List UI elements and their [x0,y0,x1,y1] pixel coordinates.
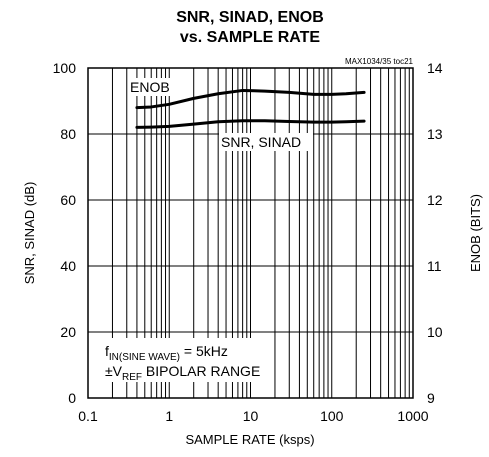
y-tick-label: 40 [60,258,76,274]
y2-axis-label: ENOB (BITS) [468,194,483,272]
tick-labels: 0.1 1 10 100 1000 0 20 40 60 80 100 9 10 11 12 13 14 [53,60,443,424]
series-layer [135,88,366,129]
series-line-snr-sinad [135,119,366,129]
x-tick-label: 10 [243,408,259,424]
series-label-snr-sinad: SNR, SINAD [221,134,301,150]
y2-tick-label: 11 [427,258,442,274]
annotation-line2: ±VREF BIPOLAR RANGE [105,363,260,383]
series-labels: ENOB SNR, SINAD [128,78,313,151]
annotation-line2-rest: BIPOLAR RANGE [142,363,260,379]
x-tick-label: 1000 [397,408,428,424]
y2-tick-label: 9 [427,390,435,406]
y-tick-label: 0 [68,390,76,406]
chart-title-line1: SNR, SINAD, ENOB [176,9,324,26]
x-tick-label: 1 [165,408,173,424]
annotation-background [101,338,268,382]
y-tick-label: 80 [60,126,76,142]
annotation-line1-sub: IN(SINE WAVE) [109,352,180,363]
y2-tick-label: 10 [427,324,443,340]
annotation-block: fIN(SINE WAVE) = 5kHz ±VREF BIPOLAR RANG… [101,338,268,383]
x-tick-label: 0.1 [78,408,98,424]
y2-tick-label: 14 [427,60,443,76]
series-line-enob [135,88,366,110]
y-tick-label: 60 [60,192,76,208]
chart-title-line2: vs. SAMPLE RATE [180,29,321,46]
y-tick-label: 100 [53,60,77,76]
y-axis-label: SNR, SINAD (dB) [22,182,37,285]
x-tick-label: 100 [320,408,344,424]
y2-tick-label: 12 [427,192,443,208]
annotation-line1-main: f [105,343,109,359]
plot-frame [87,67,414,399]
y2-tick-label: 13 [427,126,443,142]
annotation-line1: fIN(SINE WAVE) = 5kHz [105,343,228,363]
series-label-enob: ENOB [130,79,170,95]
snr-label-background [219,133,313,151]
annotation-line2-sub: REF [122,372,142,383]
x-axis-label: SAMPLE RATE (ksps) [185,432,314,447]
annotation-line1-rest: = 5kHz [180,343,228,359]
figure-code: MAX1034/35 toc21 [345,57,414,66]
enob-label-background [128,78,172,96]
y-tick-label: 20 [60,324,76,340]
annotation-line2-main: ±V [105,363,123,379]
